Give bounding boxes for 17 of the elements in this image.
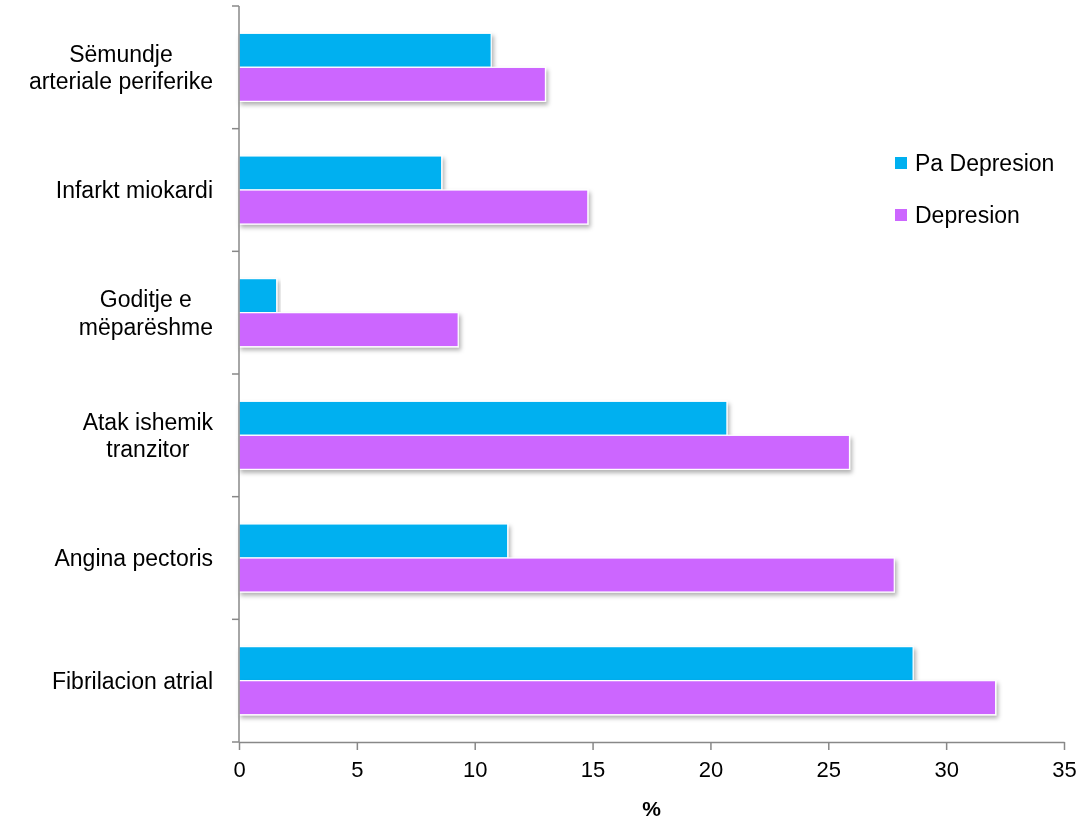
legend-label: Pa Depresion [915,150,1055,177]
x-tick-label: 0 [233,757,246,783]
y-tick-label: Goditje e mëparëshme [78,285,213,340]
y-tick-label: Sëmundje arteriale periferike [28,40,213,95]
x-tick-label: 25 [816,757,842,783]
y-tick-label: Infarkt miokardi [55,177,213,204]
y-tick-label: Atak ishemik tranzitor [82,408,214,463]
x-tick-label: 30 [934,757,959,783]
x-axis-title: % [642,797,662,820]
x-tick-label: 5 [351,757,364,783]
x-tick-label: 10 [462,757,488,783]
x-tick-label: 15 [580,757,606,783]
x-tick-label: 35 [1052,757,1077,783]
y-tick-label: Angina pectoris [54,545,213,572]
x-tick-label: 20 [698,757,724,783]
legend-label: Depresion [915,202,1020,229]
y-tick-label: Fibrilacion atrial [51,667,213,694]
